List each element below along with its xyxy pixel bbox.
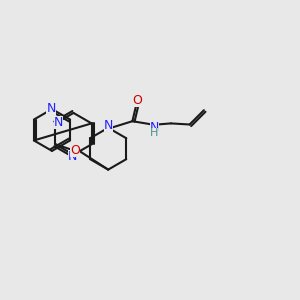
Text: N: N [54, 116, 63, 129]
Text: N: N [149, 121, 159, 134]
Text: H: H [150, 128, 158, 137]
Text: O: O [70, 144, 80, 158]
Text: O: O [132, 94, 142, 107]
Text: N: N [103, 119, 113, 132]
Text: N: N [68, 150, 77, 163]
Text: N: N [46, 102, 56, 115]
